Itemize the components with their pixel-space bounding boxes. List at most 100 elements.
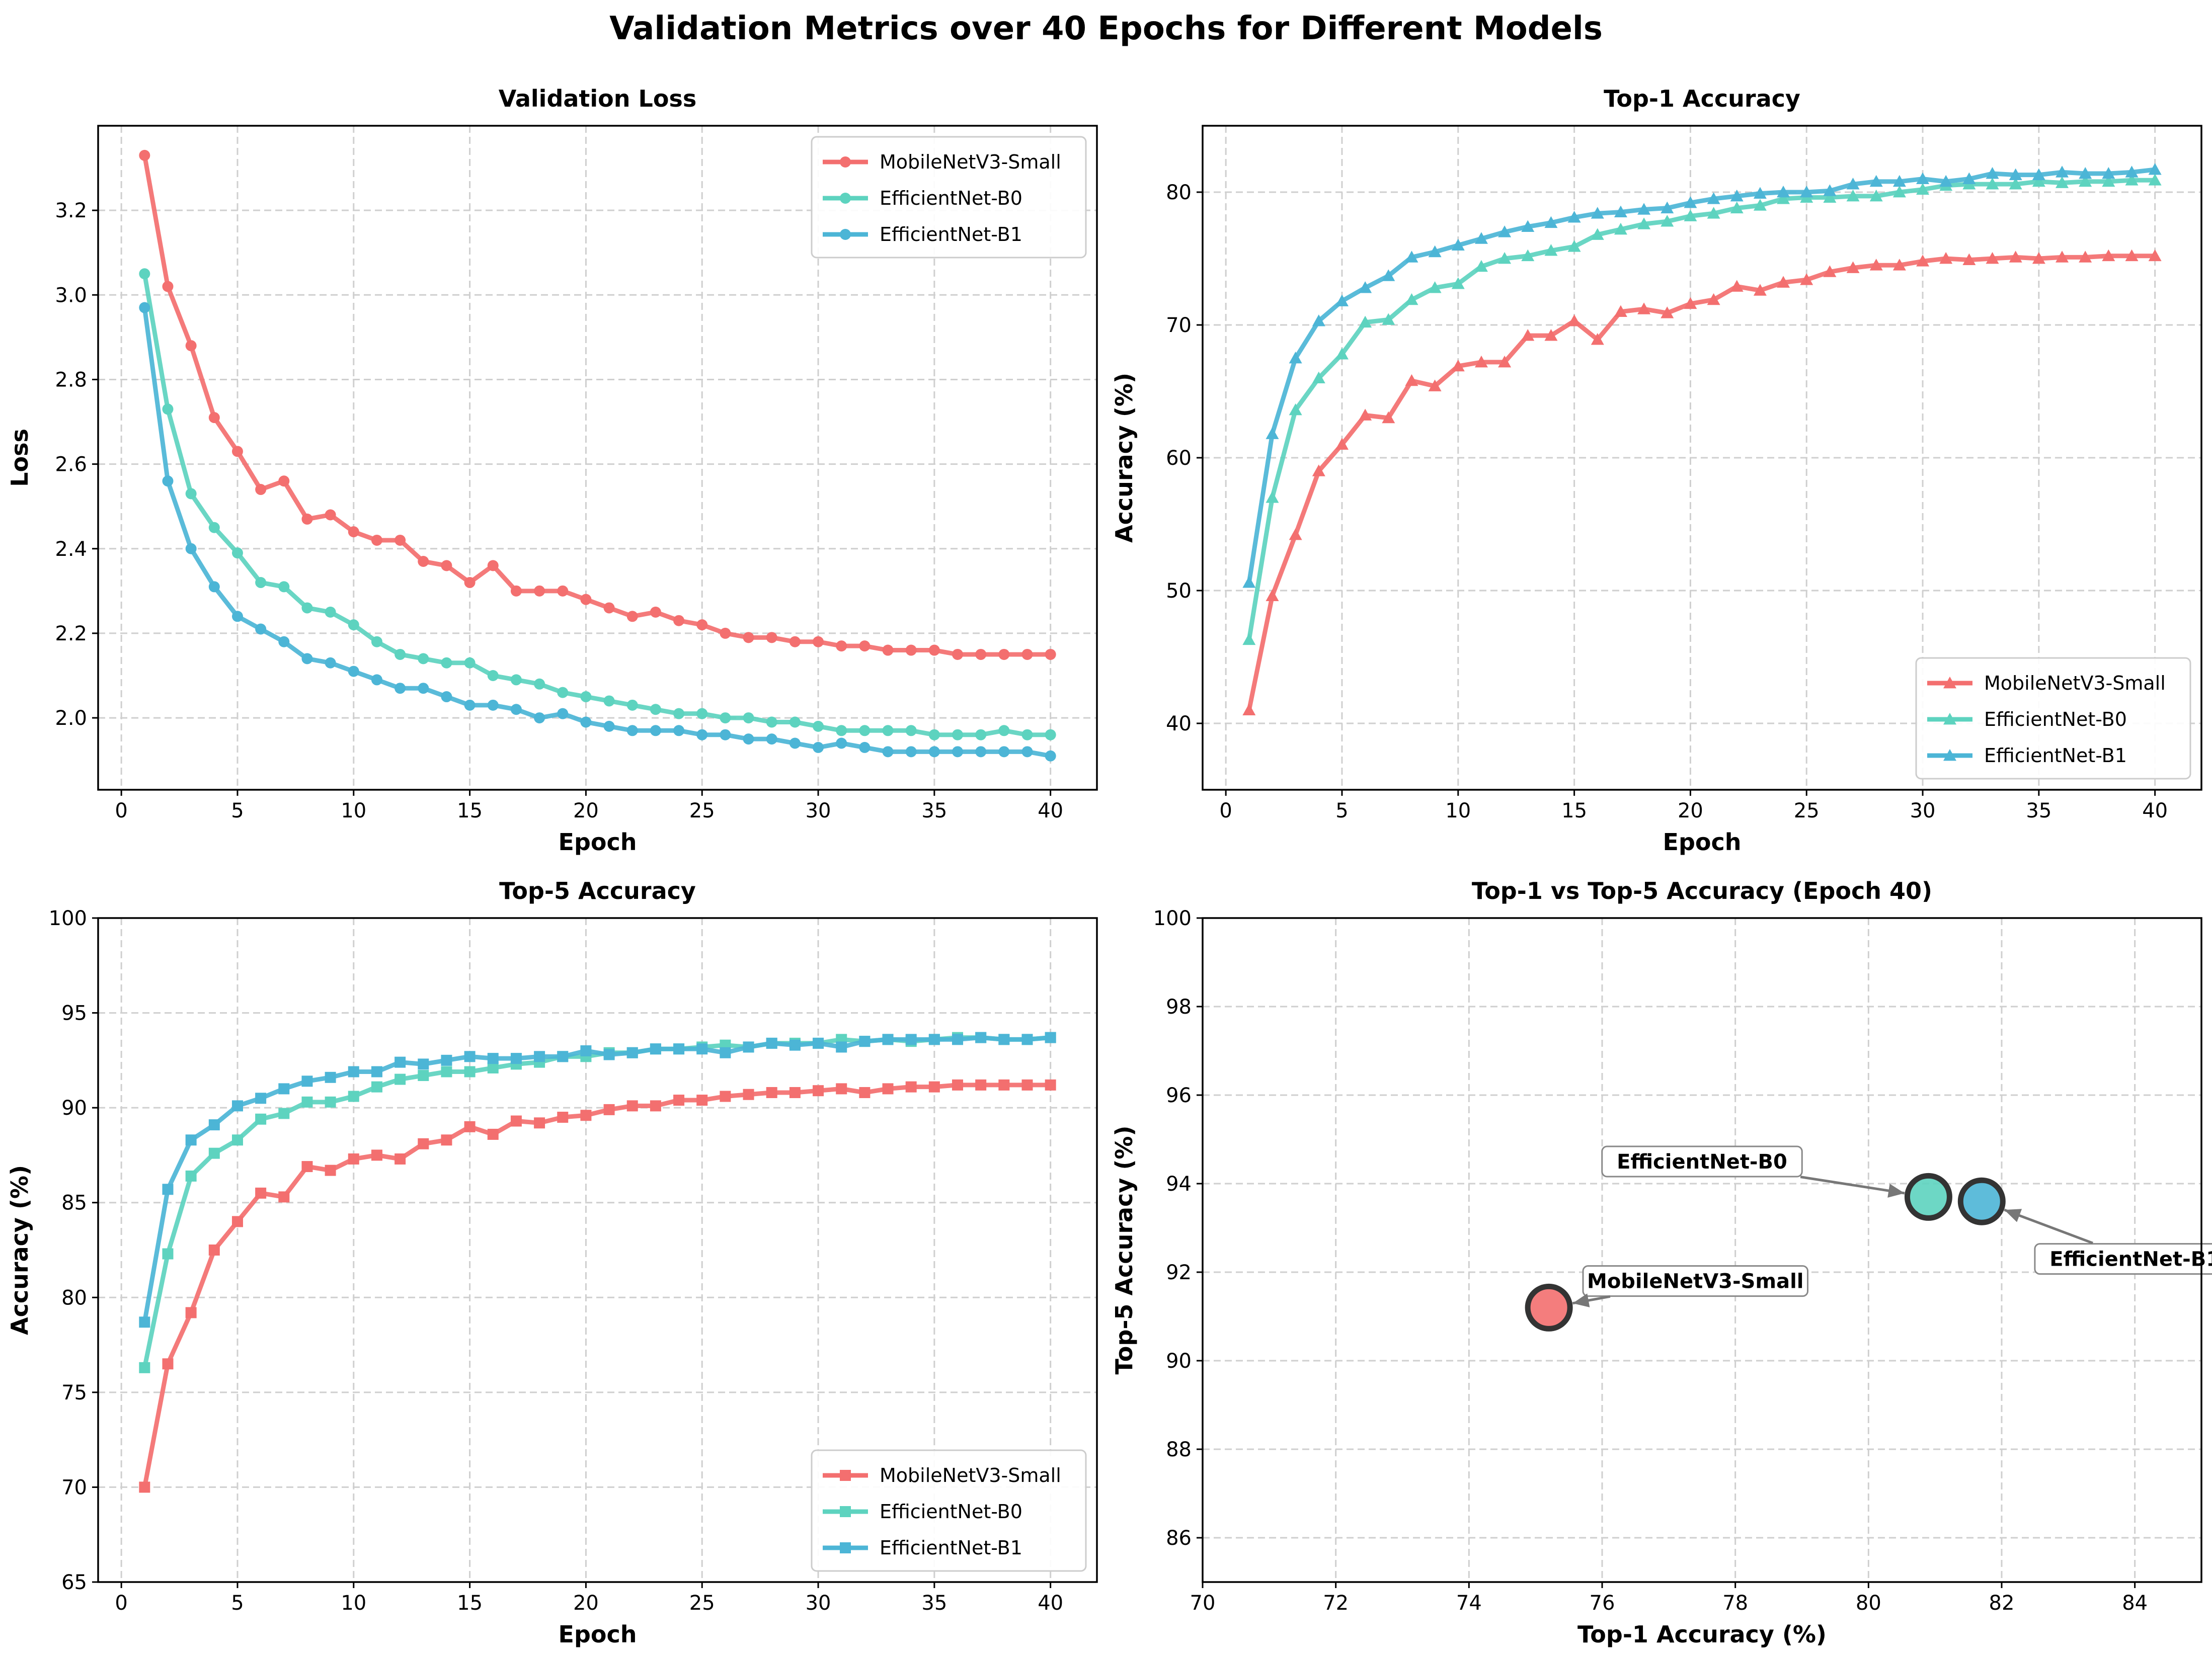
legend-frame [811,136,1087,259]
data-point [162,281,174,292]
x-tick-label: 35 [921,799,947,822]
data-point [1521,249,1535,262]
data-point [1474,355,1488,368]
data-point [836,725,847,736]
data-point [418,683,429,694]
x-tick-label: 0 [115,799,127,822]
data-point [1730,189,1744,202]
legend-swatch-marker [1943,713,1956,725]
x-axis-label: Epoch [559,1621,637,1648]
data-point [1335,348,1349,360]
data-point [813,741,824,753]
data-point [1684,209,1697,221]
scatter-point-efficientnet-b0 [1904,1173,1952,1221]
y-tick-label: 3.0 [55,284,87,307]
data-point [1661,201,1674,214]
data-point [1892,259,1906,271]
data-point [696,1095,708,1106]
data-point [2148,174,2162,186]
x-axis-label: Epoch [559,828,637,856]
data-point [836,640,847,652]
data-point [998,746,1010,758]
data-point [208,1147,220,1159]
y-tick-label: 80 [61,1286,87,1309]
panel-title: Validation Loss [499,85,696,112]
data-point [394,648,406,660]
data-point [464,657,476,669]
data-point [1637,203,1651,215]
data-point [208,412,220,424]
y-axis-label: Accuracy (%) [6,1165,33,1335]
legend-swatch-marker [840,156,851,168]
axes-frame [97,125,1098,791]
y-tick-label: 60 [1166,447,1192,470]
x-tick-label: 20 [573,1592,599,1615]
x-tick-label: 35 [921,1592,947,1615]
data-point [162,1358,174,1370]
data-point [1684,297,1697,309]
data-point [813,636,824,647]
data-point [882,1034,894,1045]
figure-title: Validation Metrics over 40 Epochs for Di… [609,10,1603,47]
data-point [1498,225,1512,237]
y-tick-label: 2.2 [55,622,87,645]
data-point [603,1049,615,1060]
x-axis-label: Top-1 Accuracy (%) [1577,1621,1827,1648]
data-point [1521,329,1535,341]
data-point [139,1481,150,1493]
data-point [1021,1034,1033,1045]
data-point [301,513,313,525]
x-tick-label: 15 [457,1592,483,1615]
series-efficientnet-b1 [1242,163,2162,588]
data-point [255,623,267,635]
data-point [650,704,661,715]
data-point [836,1041,847,1053]
y-tick-label: 92 [1166,1261,1192,1284]
data-point [1382,411,1395,424]
data-point [952,1079,964,1091]
data-point [2102,167,2115,179]
x-tick-label: 70 [1190,1592,1216,1615]
data-point [348,1066,359,1077]
data-point [743,733,754,745]
data-point [928,644,940,656]
data-point [859,725,871,736]
data-point [2009,178,2022,190]
data-point [1335,294,1349,306]
legend-label: EfficientNet-B0 [880,187,1022,209]
data-point [2032,252,2045,264]
data-point [185,1170,197,1182]
data-point [139,302,150,313]
data-point [1869,175,1883,187]
data-point [185,1307,197,1318]
data-point [789,1087,801,1098]
data-point [1777,192,1790,204]
x-tick-label: 80 [1856,1592,1881,1615]
series-line-efficientnet-b1 [1246,167,2158,585]
y-axis-label: Accuracy (%) [1111,373,1138,543]
data-point [1289,352,1302,364]
data-point [2032,175,2045,187]
data-point [1242,703,1256,715]
data-point [139,149,150,161]
data-point [2125,174,2139,186]
series-efficientnet-b0 [1242,174,2162,645]
data-point [720,627,731,639]
data-point [278,475,290,487]
data-point [1892,186,1906,198]
data-point [1753,187,1767,199]
data-point [325,1096,336,1108]
annotation-arrowhead [2004,1209,2022,1222]
data-point [1312,464,1325,476]
data-point [139,1362,150,1373]
x-tick-label: 40 [1038,799,1063,822]
data-point [557,1051,569,1062]
data-point [580,594,592,605]
y-tick-label: 70 [1166,314,1192,337]
data-point [325,509,336,521]
data-point [813,1037,824,1049]
data-point [510,674,522,686]
data-point [1045,729,1056,740]
data-point [905,746,917,758]
